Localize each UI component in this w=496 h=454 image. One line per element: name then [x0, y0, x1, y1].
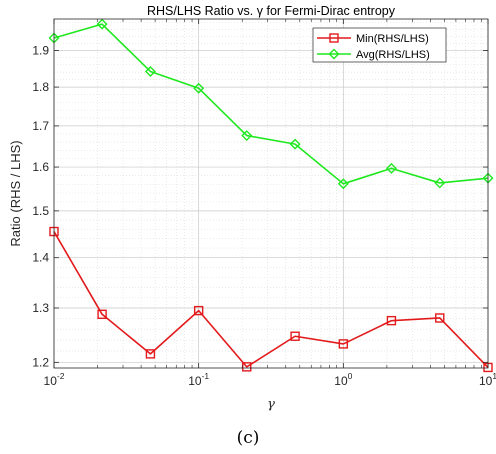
y-tick-label: 1.2	[32, 355, 49, 369]
y-tick-label: 1.3	[32, 301, 49, 315]
axis-ticks	[53, 19, 489, 368]
x-tick-label: 100	[334, 371, 352, 388]
y-tick-label: 1.4	[32, 251, 49, 265]
data-point-min	[290, 331, 300, 341]
data-point-avg	[193, 82, 205, 94]
y-tick-label: 1.9	[32, 43, 49, 57]
legend-marker-avg	[328, 48, 340, 60]
data-point-avg	[337, 178, 349, 190]
data-point-avg	[241, 130, 253, 142]
data-point-avg	[96, 18, 108, 30]
figure-caption: (c)	[236, 428, 260, 448]
x-axis-label: γ	[267, 397, 275, 412]
data-point-min	[97, 309, 107, 319]
data-point-min	[386, 315, 397, 326]
tick-labels: 10-2 10-1 100 101 1.2 1.3 1.4 1.5 1.6 1.7 1.8 1.9	[32, 43, 496, 388]
plot-background	[54, 19, 488, 368]
data-point-avg	[289, 138, 301, 150]
chart: 10-2 10-1 100 101 1.2 1.3 1.4 1.5 1.6 1.7 1.8 1.9 R…	[8, 4, 496, 412]
x-tick-label: 101	[479, 371, 496, 388]
data-point-min	[338, 339, 349, 349]
data-point-min	[435, 313, 445, 323]
legend: Min(RHS/LHS) Avg(RHS/LHS)	[312, 27, 447, 63]
y-axis-label: Ratio (RHS / LHS)	[8, 140, 23, 246]
legend-marker-min	[329, 33, 339, 43]
minor-grid	[54, 19, 488, 368]
data-point-avg	[144, 65, 156, 77]
y-tick-label: 1.5	[32, 204, 49, 218]
data-point-min	[145, 349, 156, 359]
plot-frame	[53, 18, 489, 369]
data-point-avg	[434, 177, 446, 189]
series-layer	[48, 18, 494, 373]
chart-title: RHS/LHS Ratio vs. γ for Fermi-Dirac entr…	[147, 4, 396, 18]
x-tick-label: 10-2	[44, 371, 65, 388]
legend-label-min: Min(RHS/LHS)	[356, 33, 429, 45]
y-tick-label: 1.8	[32, 80, 49, 94]
legend-label-avg: Avg(RHS/LHS)	[356, 49, 430, 61]
y-tick-label: 1.7	[32, 119, 49, 133]
series-line-avg	[53, 23, 489, 185]
y-tick-label: 1.6	[32, 160, 49, 174]
data-point-min	[242, 362, 252, 372]
x-tick-label: 10-1	[188, 371, 209, 388]
data-point-avg	[385, 162, 397, 174]
data-point-min	[193, 305, 204, 316]
series-line-min	[53, 231, 489, 368]
